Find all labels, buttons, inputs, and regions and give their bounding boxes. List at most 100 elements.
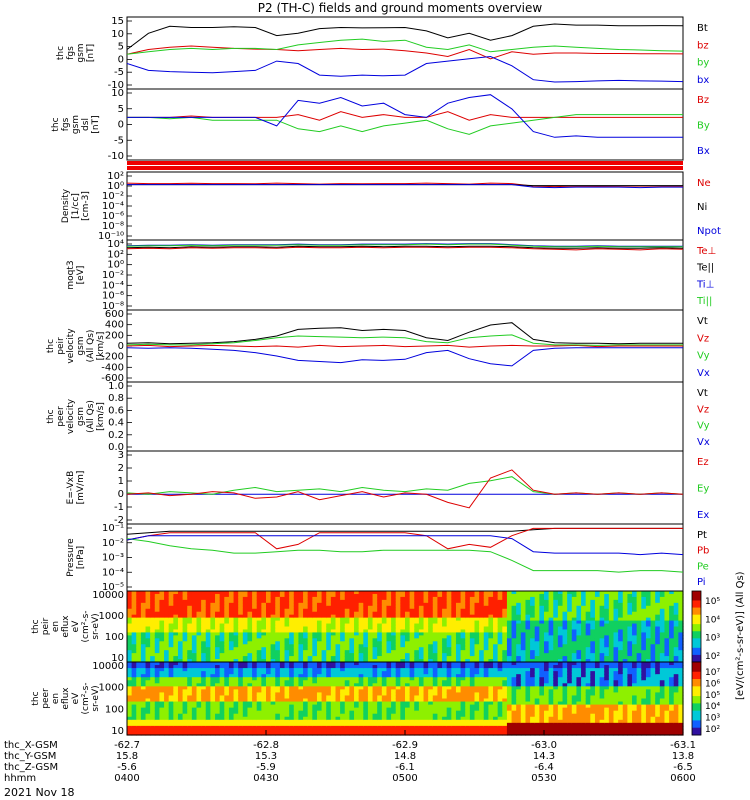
heatmap-cell xyxy=(279,698,286,703)
heatmap-cell xyxy=(608,617,615,622)
heatmap-cell xyxy=(159,722,165,727)
heatmap-cell xyxy=(145,623,151,628)
heatmap-cell xyxy=(400,695,406,700)
heatmap-cell xyxy=(275,605,281,610)
heatmap-cell xyxy=(298,602,304,607)
heatmap-cell xyxy=(548,626,554,631)
heatmap-cell xyxy=(673,656,679,660)
legend-entry: Ni xyxy=(697,202,707,213)
heatmap-cell xyxy=(233,713,239,718)
heatmap-cell xyxy=(219,647,225,651)
heatmap-cell xyxy=(159,659,165,663)
heatmap-cell xyxy=(191,632,198,636)
heatmap-cell xyxy=(326,692,332,697)
heatmap-cell xyxy=(418,650,425,654)
heatmap-cell xyxy=(455,650,462,654)
heatmap-cell xyxy=(344,683,350,687)
heatmap-cell xyxy=(326,614,332,619)
heatmap-cell xyxy=(599,632,605,636)
heatmap-cell xyxy=(372,713,378,718)
heatmap-cell xyxy=(270,677,276,681)
heatmap-cell xyxy=(270,623,276,628)
heatmap-cell xyxy=(585,638,591,642)
heatmap-cell xyxy=(367,665,374,669)
heatmap-cell xyxy=(599,641,605,645)
heatmap-cell xyxy=(312,617,318,622)
heatmap-cell xyxy=(201,707,207,712)
heatmap-cell xyxy=(479,665,485,669)
heatmap-cell xyxy=(405,701,411,706)
heatmap-cell xyxy=(488,629,494,634)
heatmap-cell xyxy=(131,593,137,598)
heatmap-cell xyxy=(636,596,642,601)
heatmap-cell xyxy=(210,638,216,642)
heatmap-cell xyxy=(289,599,295,604)
heatmap-cell xyxy=(405,626,411,631)
heatmap-cell xyxy=(641,623,647,628)
heatmap-cell xyxy=(131,689,137,694)
heatmap-cell xyxy=(645,602,652,607)
panel-frame xyxy=(126,171,684,241)
heatmap-cell xyxy=(381,728,388,733)
heatmap-cell xyxy=(367,704,374,709)
heatmap-cell xyxy=(131,596,137,601)
heatmap-cell xyxy=(279,605,286,610)
heatmap-cell xyxy=(377,656,383,660)
heatmap-cell xyxy=(632,647,638,651)
heatmap-cell xyxy=(641,653,647,657)
heatmap-cell xyxy=(548,656,554,660)
heatmap-cell xyxy=(539,596,545,601)
heatmap-cell xyxy=(289,686,295,690)
heatmap-cell xyxy=(381,614,388,619)
heatmap-cell xyxy=(493,623,499,628)
heatmap-cell xyxy=(377,707,383,712)
heatmap-cell xyxy=(289,707,295,712)
heatmap-cell xyxy=(455,629,462,634)
heatmap-cell xyxy=(164,614,170,619)
heatmap-cell xyxy=(520,602,527,607)
heatmap-cell xyxy=(650,611,656,616)
heatmap-cell xyxy=(437,698,443,703)
heatmap-cell xyxy=(381,617,388,622)
heatmap-cell xyxy=(326,665,332,669)
heatmap-cell xyxy=(266,653,272,657)
heatmap-cell xyxy=(256,674,262,678)
heatmap-cell xyxy=(636,656,642,660)
axis-label: fgs xyxy=(66,46,76,60)
heatmap-cell xyxy=(567,650,573,654)
heatmap-cell xyxy=(520,632,527,636)
heatmap-cell xyxy=(224,632,230,636)
legend-entry: Ti|| xyxy=(696,296,712,307)
heatmap-cell xyxy=(252,710,258,715)
heatmap-cell xyxy=(405,689,411,694)
heatmap-cell xyxy=(474,593,480,598)
heatmap-cell xyxy=(284,680,290,684)
heatmap-cell xyxy=(330,728,337,733)
heatmap-cell xyxy=(367,659,374,663)
heatmap-cell xyxy=(673,641,679,645)
heatmap-cell xyxy=(405,728,411,733)
heatmap-cell xyxy=(233,707,239,712)
heatmap-cell xyxy=(581,629,587,634)
heatmap-cell xyxy=(455,665,462,669)
heatmap-cell xyxy=(372,689,378,694)
heatmap-cell xyxy=(506,596,513,601)
heatmap-cell xyxy=(502,614,508,619)
heatmap-cell xyxy=(298,677,304,681)
heatmap-cell xyxy=(659,623,666,628)
heatmap-cell xyxy=(395,683,401,687)
heatmap-cell xyxy=(571,629,578,634)
heatmap-cell xyxy=(423,707,429,712)
heatmap-cell xyxy=(451,671,457,675)
heatmap-cell xyxy=(530,650,536,654)
heatmap-cell xyxy=(367,710,374,715)
heatmap-cell xyxy=(604,650,610,654)
heatmap-cell xyxy=(576,611,582,616)
heatmap-cell xyxy=(673,647,679,651)
heatmap-cell xyxy=(451,728,457,733)
heatmap-cell xyxy=(136,596,142,601)
heatmap-cell xyxy=(182,644,188,648)
heatmap-cell xyxy=(525,591,531,595)
heatmap-cell xyxy=(409,728,415,733)
heatmap-cell xyxy=(585,635,591,639)
